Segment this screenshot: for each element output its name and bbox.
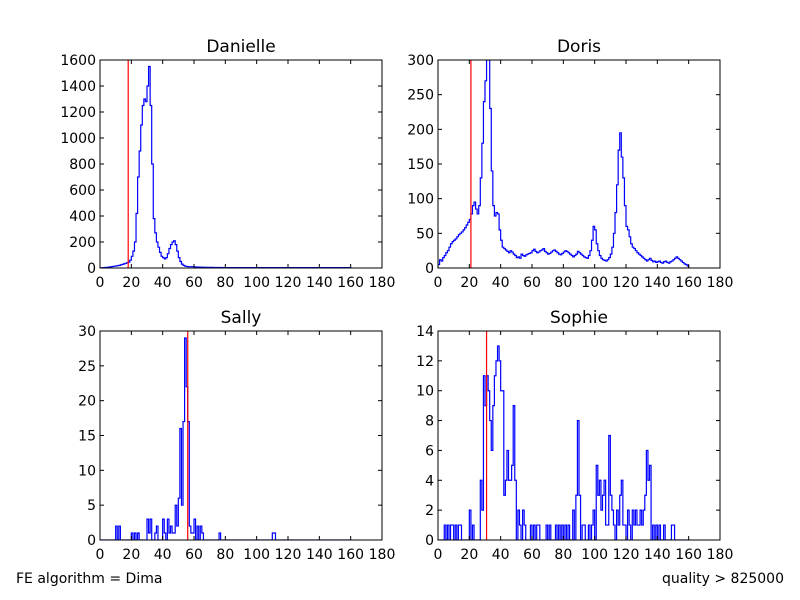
x-tick-label: 0 xyxy=(96,547,105,563)
y-tick-label: 0 xyxy=(87,261,96,277)
x-tick-label: 20 xyxy=(122,547,140,563)
y-tick-label: 150 xyxy=(407,157,434,173)
x-tick-label: 100 xyxy=(581,547,608,563)
y-tick-label: 12 xyxy=(416,354,434,370)
y-tick-label: 30 xyxy=(78,324,96,340)
x-tick-label: 80 xyxy=(554,275,572,291)
y-tick-label: 8 xyxy=(425,414,434,430)
histogram-series xyxy=(438,60,690,268)
axes-frame xyxy=(99,330,383,541)
chart-title: Sophie xyxy=(550,308,608,328)
chart-title: Danielle xyxy=(206,37,275,57)
x-tick-label: 0 xyxy=(96,275,105,291)
x-tick-label: 100 xyxy=(243,275,270,291)
chart-title: Doris xyxy=(557,37,601,57)
x-tick-label: 120 xyxy=(613,275,640,291)
x-tick-label: 180 xyxy=(707,547,734,563)
y-tick-label: 4 xyxy=(425,473,434,489)
y-tick-label: 2 xyxy=(425,503,434,519)
x-tick-label: 0 xyxy=(434,547,443,563)
x-tick-label: 40 xyxy=(492,275,510,291)
histogram-panel-4: 0 20 40 60 80 100 120 140 160 180 0 2 4 6 8 10 12 14 Sophi… xyxy=(416,308,733,563)
axes-frame xyxy=(437,330,721,541)
x-tick-label: 80 xyxy=(216,275,234,291)
y-tick-label: 100 xyxy=(407,192,434,208)
x-tick-label: 160 xyxy=(337,547,364,563)
x-tick-label: 180 xyxy=(369,547,396,563)
y-tick-label: 400 xyxy=(69,209,96,225)
y-tick-label: 800 xyxy=(69,157,96,173)
x-tick-label: 160 xyxy=(675,547,702,563)
axes-frame xyxy=(99,59,383,269)
x-tick-label: 100 xyxy=(581,275,608,291)
x-tick-label: 20 xyxy=(122,275,140,291)
x-tick-label: 140 xyxy=(306,275,333,291)
histogram-series xyxy=(100,65,352,268)
footer-algorithm-label: FE algorithm = Dima xyxy=(16,571,163,587)
x-tick-label: 0 xyxy=(434,275,443,291)
x-tick-label: 100 xyxy=(243,547,270,563)
axes-frame xyxy=(437,59,721,269)
y-tick-label: 0 xyxy=(425,261,434,277)
histogram-panel-3: 0 20 40 60 80 100 120 140 160 180 0 5 10 15 20 25 30 Sall… xyxy=(78,308,395,563)
y-tick-label: 20 xyxy=(78,394,96,410)
y-tick-label: 200 xyxy=(69,235,96,251)
x-tick-label: 160 xyxy=(675,275,702,291)
footer-quality-label: quality > 825000 xyxy=(662,571,784,587)
x-tick-label: 60 xyxy=(185,275,203,291)
histogram-panel-1: 0 20 40 60 80 100 120 140 160 180 0 200 400 600 800 100… xyxy=(60,37,395,291)
x-tick-label: 20 xyxy=(460,547,478,563)
y-tick-label: 5 xyxy=(87,498,96,514)
x-tick-label: 120 xyxy=(275,275,302,291)
x-tick-label: 40 xyxy=(154,547,172,563)
y-tick-label: 50 xyxy=(416,226,434,242)
y-tick-label: 0 xyxy=(87,533,96,549)
y-tick-label: 1600 xyxy=(60,53,96,69)
x-tick-label: 140 xyxy=(644,547,671,563)
x-tick-label: 180 xyxy=(707,275,734,291)
x-tick-label: 140 xyxy=(306,547,333,563)
y-tick-label: 250 xyxy=(407,88,434,104)
histogram-series xyxy=(100,337,351,540)
x-tick-label: 160 xyxy=(337,275,364,291)
y-tick-label: 10 xyxy=(416,384,434,400)
y-tick-label: 14 xyxy=(416,324,434,340)
histogram-panel-2: 0 20 40 60 80 100 120 140 160 180 0 50 100 150 200 250 3… xyxy=(407,37,733,291)
x-tick-label: 140 xyxy=(644,275,671,291)
chart-title: Sally xyxy=(221,308,262,328)
y-tick-label: 1000 xyxy=(60,131,96,147)
x-tick-label: 40 xyxy=(492,547,510,563)
y-tick-label: 15 xyxy=(78,429,96,445)
y-tick-label: 1400 xyxy=(60,79,96,95)
x-tick-label: 120 xyxy=(613,547,640,563)
histogram-series xyxy=(438,345,689,540)
y-tick-label: 200 xyxy=(407,122,434,138)
y-tick-label: 10 xyxy=(78,463,96,479)
x-tick-label: 180 xyxy=(369,275,396,291)
x-tick-label: 120 xyxy=(275,547,302,563)
y-tick-label: 300 xyxy=(407,53,434,69)
y-tick-label: 6 xyxy=(425,443,434,459)
y-tick-label: 1200 xyxy=(60,105,96,121)
y-tick-label: 600 xyxy=(69,183,96,199)
x-tick-label: 60 xyxy=(185,547,203,563)
x-tick-label: 40 xyxy=(154,275,172,291)
x-tick-label: 20 xyxy=(460,275,478,291)
y-tick-label: 25 xyxy=(78,359,96,375)
x-tick-label: 80 xyxy=(554,547,572,563)
y-tick-label: 0 xyxy=(425,533,434,549)
x-tick-label: 80 xyxy=(216,547,234,563)
x-tick-label: 60 xyxy=(523,275,541,291)
x-tick-label: 60 xyxy=(523,547,541,563)
